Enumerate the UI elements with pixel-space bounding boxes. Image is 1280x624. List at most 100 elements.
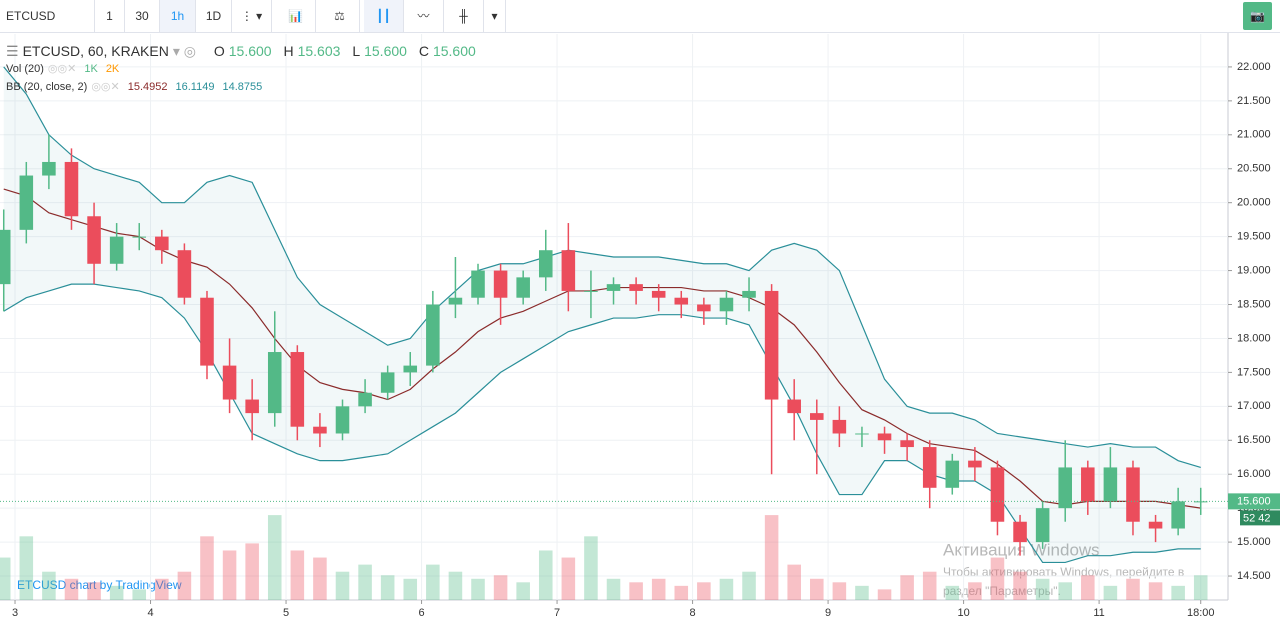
candle-body [42,161,56,176]
candle-body [358,392,372,407]
volume-bar [1058,582,1072,600]
candle-body [719,297,734,312]
candle-body [471,270,485,298]
volume-bar [516,582,530,600]
interval[interactable]: 1h [160,0,196,32]
volume-bar [64,578,79,600]
volume-bar [538,550,553,600]
interval[interactable]: 1D [196,0,232,32]
candle-body [877,433,892,441]
volume-bar [742,571,756,600]
x-tick-label: 3 [12,607,18,619]
candle-body [538,250,553,278]
bars-button[interactable]: ╫ [444,0,484,32]
y-tick-label: 20.500 [1237,163,1271,175]
candle-body [922,447,937,488]
candles-button[interactable]: ┃┃ [364,0,404,32]
candle-body [945,460,960,488]
y-tick-label: 15.000 [1237,536,1271,548]
candle-body [968,460,982,468]
candle-body [200,297,214,366]
y-tick-label: 14.500 [1237,570,1271,582]
ohlc-value: 15.600 [228,43,272,59]
volume-bar [448,571,463,600]
indicator-legend: BB (20, close, 2) ◎◎✕ 15.4952 16.1149 14.875… [6,78,480,96]
candle-body [87,216,101,264]
candle-body [19,175,34,230]
ohlc-value: 15.600 [432,43,476,59]
candle-body [380,372,395,393]
candle-body [1103,467,1118,502]
interval[interactable]: 30 [125,0,160,32]
price-marker-label: 15.600 [1237,495,1271,507]
x-tick-label: 4 [147,607,153,619]
volume-bar [651,578,666,600]
y-tick-label: 21.500 [1237,95,1271,107]
volume-bar [177,571,192,600]
toolbar: ETCUSD 1 30 1h 1D ⋮ ▾ 📊 ⚖ ┃┃ 〰 ╫ ▾ 📷 [0,0,1280,33]
bb-upper [3,66,1201,469]
volume-bar [335,571,350,600]
line-button[interactable]: 〰 [404,0,444,32]
volume-bar [155,578,169,600]
candle-body [674,297,689,305]
y-tick-label: 22.000 [1237,61,1271,73]
indicator-value: 14.8755 [222,81,263,93]
indicator-controls: ◎◎✕ [91,81,120,93]
candle-body [651,290,666,298]
candle-body [764,290,779,400]
candle-body [403,365,418,373]
indicator-name: BB (20, close, 2) [6,81,88,93]
x-tick-label: 9 [825,607,831,619]
volume-bar [403,578,418,600]
y-tick-label: 21.000 [1237,129,1271,141]
interval[interactable]: 1 [95,0,125,32]
candle-body [584,290,598,292]
candle-body [1126,467,1140,522]
volume-bar [945,585,960,600]
candle-body [1013,521,1027,543]
compare-button[interactable]: ⚖ [320,0,360,32]
candle-body [606,284,621,291]
ohlc-label: L [352,43,361,59]
volume-bar [132,589,147,600]
volume-bar [968,582,982,600]
snapshot-button[interactable]: 📷 [1243,2,1272,30]
candle-body [787,399,801,414]
ohlc-value: 15.603 [297,43,341,59]
price-marker-box [1228,493,1280,510]
y-tick-label: 17.000 [1237,400,1271,412]
candle-body [290,352,305,427]
volume-bar [606,578,621,600]
candle-body [832,419,847,434]
candle-body [177,250,192,298]
interval-menu[interactable]: ⋮ ▾ [232,0,272,32]
volume-bar [0,557,11,600]
volume-bar [290,550,305,600]
volume-bar [1013,571,1027,600]
ohlc-label: C [418,43,429,59]
volume-bar [222,550,237,600]
y-tick-label: 17.500 [1237,366,1271,378]
volume-bar [719,578,734,600]
style-menu[interactable]: ▾ [484,0,506,32]
candle-body [267,352,282,414]
candle-body [448,297,463,305]
volume-bar [1081,575,1095,600]
candle-body [155,236,169,251]
volume-bar [697,582,711,600]
volume-bar [87,582,101,600]
volume-bar [1126,578,1140,600]
volume-bar [245,543,259,600]
volume-bar [1171,585,1185,600]
candle-body [1081,467,1095,502]
symbol[interactable]: ETCUSD [0,0,95,32]
ohlc-label: H [283,43,294,59]
main-legend: ☰ ETCUSD, 60, KRAKEN ▾ ◎ O 15.600 H 15.603 L… [6,43,476,59]
volume-bar [1193,575,1208,600]
indicator-legend: Vol (20) ◎◎✕ 1K 2K [6,60,480,78]
indicators-button[interactable]: 📊 [276,0,316,32]
candle-body [1171,501,1185,529]
candle-body [810,413,824,420]
